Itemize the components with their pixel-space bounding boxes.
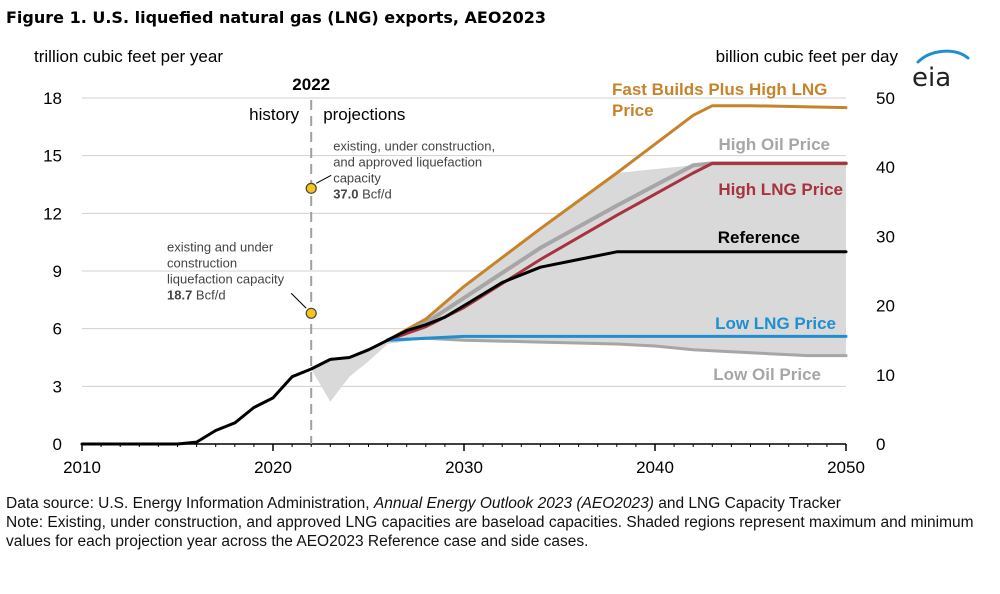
y-right-tick-label: 40 [876, 158, 895, 177]
y-left-tick-label: 0 [53, 435, 62, 454]
series-label-low-oil: Low Oil Price [713, 365, 821, 384]
capacity-annotation-line: liquefaction capacity [167, 271, 285, 286]
x-tick-label: 2050 [827, 458, 865, 477]
note-text: Note: Existing, under construction, and … [6, 514, 974, 550]
x-tick-label: 2020 [254, 458, 292, 477]
capacity-annotation-line: and approved liquefaction [333, 154, 482, 169]
eia-logo: eia [912, 49, 970, 92]
figure-title: Figure 1. U.S. liquefied natural gas (LN… [6, 8, 546, 27]
series-line-low-oil [386, 336, 848, 358]
eia-logo-swoosh [916, 49, 970, 64]
series-label-low-lng: Low LNG Price [715, 314, 836, 333]
y-left-tick-label: 6 [53, 320, 62, 339]
y-left-axis-title: trillion cubic feet per year [34, 47, 223, 66]
y-right-tick-label: 20 [876, 297, 895, 316]
y-left-tick-label: 15 [43, 147, 62, 166]
callout-leader [315, 174, 332, 184]
callout-leader [290, 292, 307, 309]
divider-year-label: 2022 [292, 75, 330, 94]
capacity-marker [305, 182, 317, 194]
source-prefix: Data source: U.S. Energy Information Adm… [6, 495, 370, 512]
footnotes: Data source: U.S. Energy Information Adm… [6, 494, 991, 551]
x-tick-label: 2040 [636, 458, 674, 477]
projections-label: projections [323, 105, 405, 124]
capacity-value-unit: Bcf/d [359, 186, 392, 201]
range-shade [311, 163, 846, 402]
y-right-axis-title: billion cubic feet per day [716, 47, 899, 66]
series-line-reference [80, 250, 848, 446]
y-left-tick-label: 9 [53, 262, 62, 281]
series-label-reference: Reference [718, 228, 800, 247]
capacity-value: 18.7 Bcf/d [167, 287, 226, 302]
x-tick-label: 2010 [63, 458, 101, 477]
x-tick-label: 2030 [445, 458, 483, 477]
y-left-tick-label: 3 [53, 377, 62, 396]
capacity-marker [305, 307, 317, 319]
capacity-value-unit: Bcf/d [192, 287, 225, 302]
y-right-tick-label: 50 [876, 89, 895, 108]
history-label: history [249, 105, 300, 124]
lng-exports-chart: 2010 2020 2030 2040 205003691215180102030405… [34, 47, 899, 477]
y-right-tick-label: 0 [876, 435, 885, 454]
series-label-high-oil: High Oil Price [719, 135, 830, 154]
capacity-annotation-line: existing and under [167, 239, 274, 254]
series-label-fast-builds: Price [612, 101, 654, 120]
eia-logo-text: eia [912, 63, 951, 92]
capacity-value: 37.0 Bcf/d [333, 186, 392, 201]
series-label-fast-builds: Fast Builds Plus High LNG [612, 80, 827, 99]
y-left-tick-label: 12 [43, 204, 62, 223]
y-right-tick-label: 30 [876, 227, 895, 246]
data-source-note: Data source: U.S. Energy Information Adm… [6, 494, 991, 513]
capacity-annotation-line: construction [167, 255, 237, 270]
y-left-tick-label: 18 [43, 89, 62, 108]
capacity-value-number: 37.0 [333, 186, 358, 201]
series-line-fast-builds [386, 104, 848, 342]
capacity-annotation-line: existing, under construction, [333, 138, 495, 153]
capacity-value-number: 18.7 [167, 287, 192, 302]
y-right-tick-label: 10 [876, 366, 895, 385]
capacity-annotation-line: capacity [333, 170, 381, 185]
source-publication: Annual Energy Outlook 2023 (AEO2023) [373, 495, 654, 512]
series-line-low-lng [386, 334, 848, 342]
series-label-high-lng: High LNG Price [718, 180, 843, 199]
source-suffix: and LNG Capacity Tracker [658, 495, 841, 512]
